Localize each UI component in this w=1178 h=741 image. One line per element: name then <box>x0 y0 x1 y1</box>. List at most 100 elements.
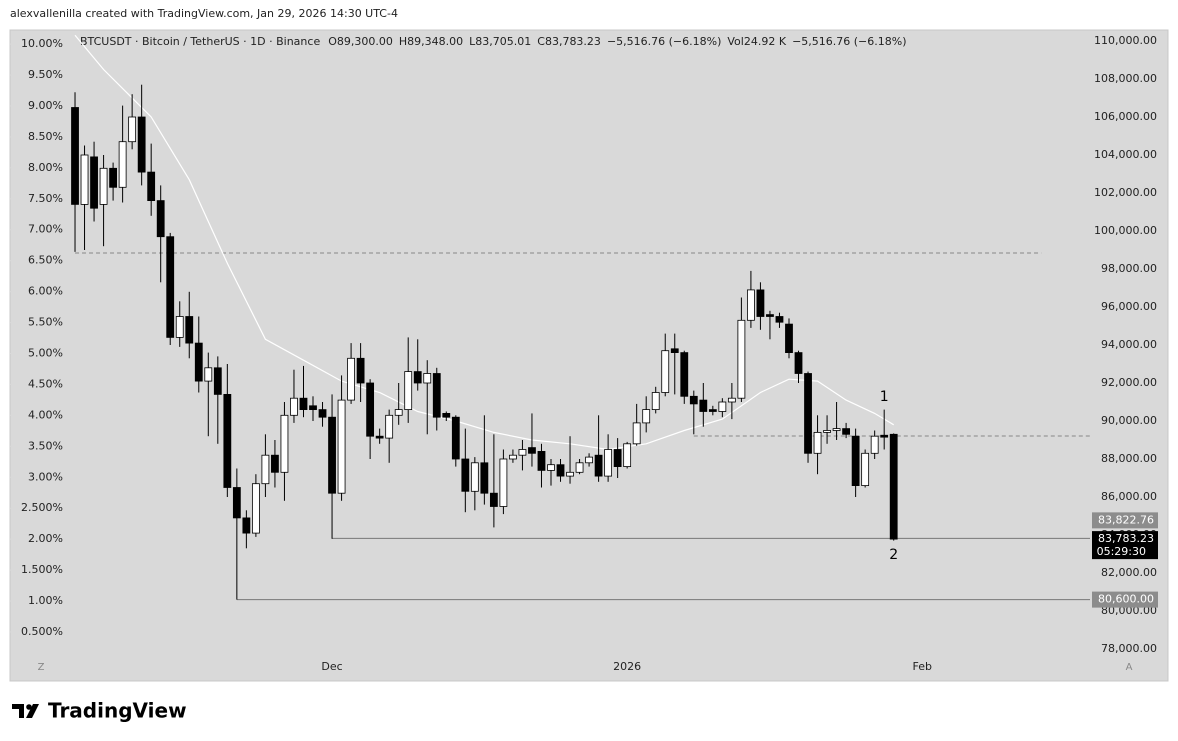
candle-body <box>870 435 879 454</box>
candle-body <box>528 447 536 454</box>
candle-body <box>328 416 336 494</box>
candle-body <box>223 393 232 488</box>
candle-body <box>394 409 403 416</box>
y-tick-label: 94,000.00 <box>1101 338 1157 351</box>
candle-body <box>194 342 203 382</box>
candle-body <box>861 452 870 486</box>
candle-body <box>128 116 137 143</box>
y2-tick-label: 8.50% <box>28 130 63 143</box>
candle-body <box>318 409 327 418</box>
candle-body <box>251 483 260 534</box>
candle-body <box>271 454 279 473</box>
y-tick-label: 104,000.00 <box>1094 148 1157 161</box>
candle-body <box>156 200 165 238</box>
candle-body <box>242 517 251 534</box>
y-tick-label: 98,000.00 <box>1101 262 1157 275</box>
candle-body <box>727 397 736 403</box>
candle-body <box>708 409 717 412</box>
y2-tick-label: 3.00% <box>28 470 63 483</box>
x-tick-label: Dec <box>321 660 342 673</box>
candle-body <box>404 371 413 411</box>
price-label-box <box>1092 591 1158 608</box>
candle-body <box>166 236 175 338</box>
scale-button[interactable]: Z <box>38 662 45 673</box>
ohlc-value: O89,300.00 <box>328 35 393 48</box>
y2-tick-label: 4.50% <box>28 377 63 390</box>
candle-body <box>851 435 860 487</box>
candle-body <box>499 458 508 507</box>
candle-body <box>804 373 812 454</box>
y2-tick-label: 1.00% <box>28 594 63 607</box>
y-tick-label: 102,000.00 <box>1094 186 1157 199</box>
candle-body <box>670 348 679 353</box>
y2-tick-label: 7.50% <box>28 192 63 205</box>
y2-tick-label: 5.50% <box>28 316 63 329</box>
candle-body <box>889 433 898 540</box>
candle-body <box>213 367 222 395</box>
candle-body <box>737 319 746 399</box>
moving-average <box>74 34 895 451</box>
y2-tick-label: 2.00% <box>28 532 63 545</box>
x-tick-label: 2026 <box>613 660 641 673</box>
candle-body <box>137 116 146 173</box>
candle-body <box>785 323 793 354</box>
candle-body <box>71 107 79 205</box>
candle-body <box>423 373 432 384</box>
candle-body <box>461 458 470 492</box>
y2-tick-label: 5.00% <box>28 347 63 360</box>
candle-body <box>556 464 565 477</box>
ohlc-value: −5,516.76 (−6.18%) <box>607 35 721 48</box>
y-tick-label: 108,000.00 <box>1094 72 1157 85</box>
price-label-box <box>1092 512 1158 529</box>
footer-logo <box>12 704 39 718</box>
ohlc-value: H89,348.00 <box>399 35 463 48</box>
candle-body <box>747 289 755 321</box>
candle-body <box>718 401 727 412</box>
candle-body <box>537 450 546 471</box>
candle-body <box>509 454 517 460</box>
candle-body <box>337 399 346 494</box>
candle-body <box>794 352 803 374</box>
candle-body <box>489 492 498 507</box>
candle-body <box>699 399 708 412</box>
candle-body <box>613 449 622 468</box>
candle-body <box>547 464 555 471</box>
y2-tick-label: 10.00% <box>21 37 63 50</box>
attribution: alexvallenilla created with TradingView.… <box>10 7 398 20</box>
annotation: 1 <box>880 389 889 405</box>
y2-tick-label: 2.500% <box>21 501 63 514</box>
candle-body <box>575 462 584 473</box>
candle-body <box>832 428 841 431</box>
y2-tick-label: 8.00% <box>28 161 63 174</box>
candle-body <box>99 167 108 205</box>
y-tick-label: 88,000.00 <box>1101 452 1157 465</box>
y2-tick-label: 6.00% <box>28 285 63 298</box>
candle-body <box>470 462 479 492</box>
candle-body <box>518 449 527 456</box>
ohlc-value: Vol24.92 K <box>727 35 786 48</box>
y2-tick-label: 6.50% <box>28 254 63 267</box>
candle-body <box>261 454 270 485</box>
y-tick-label: 106,000.00 <box>1094 110 1157 123</box>
candle-body <box>375 435 384 439</box>
candle-body <box>604 449 613 477</box>
scale-button[interactable]: A <box>1126 662 1133 673</box>
candle-body <box>775 316 784 323</box>
countdown-label: 05:29:30 <box>1097 545 1146 558</box>
y-tick-label: 90,000.00 <box>1101 414 1157 427</box>
candle-body <box>147 171 156 202</box>
price-label-box <box>1092 531 1158 560</box>
y-tick-label: 100,000.00 <box>1094 224 1157 237</box>
candle-body <box>442 412 451 418</box>
candle-body <box>232 487 241 519</box>
ohlc-value: −5,516.76 (−6.18%) <box>792 35 906 48</box>
candle-body <box>347 357 355 401</box>
candle-body <box>823 430 831 433</box>
candle-body <box>432 373 441 418</box>
candle-body <box>651 392 660 411</box>
price-label: 83,822.76 <box>1098 513 1154 526</box>
y2-tick-label: 0.500% <box>21 625 63 638</box>
candle-body <box>109 167 117 188</box>
candle-body <box>451 416 460 460</box>
